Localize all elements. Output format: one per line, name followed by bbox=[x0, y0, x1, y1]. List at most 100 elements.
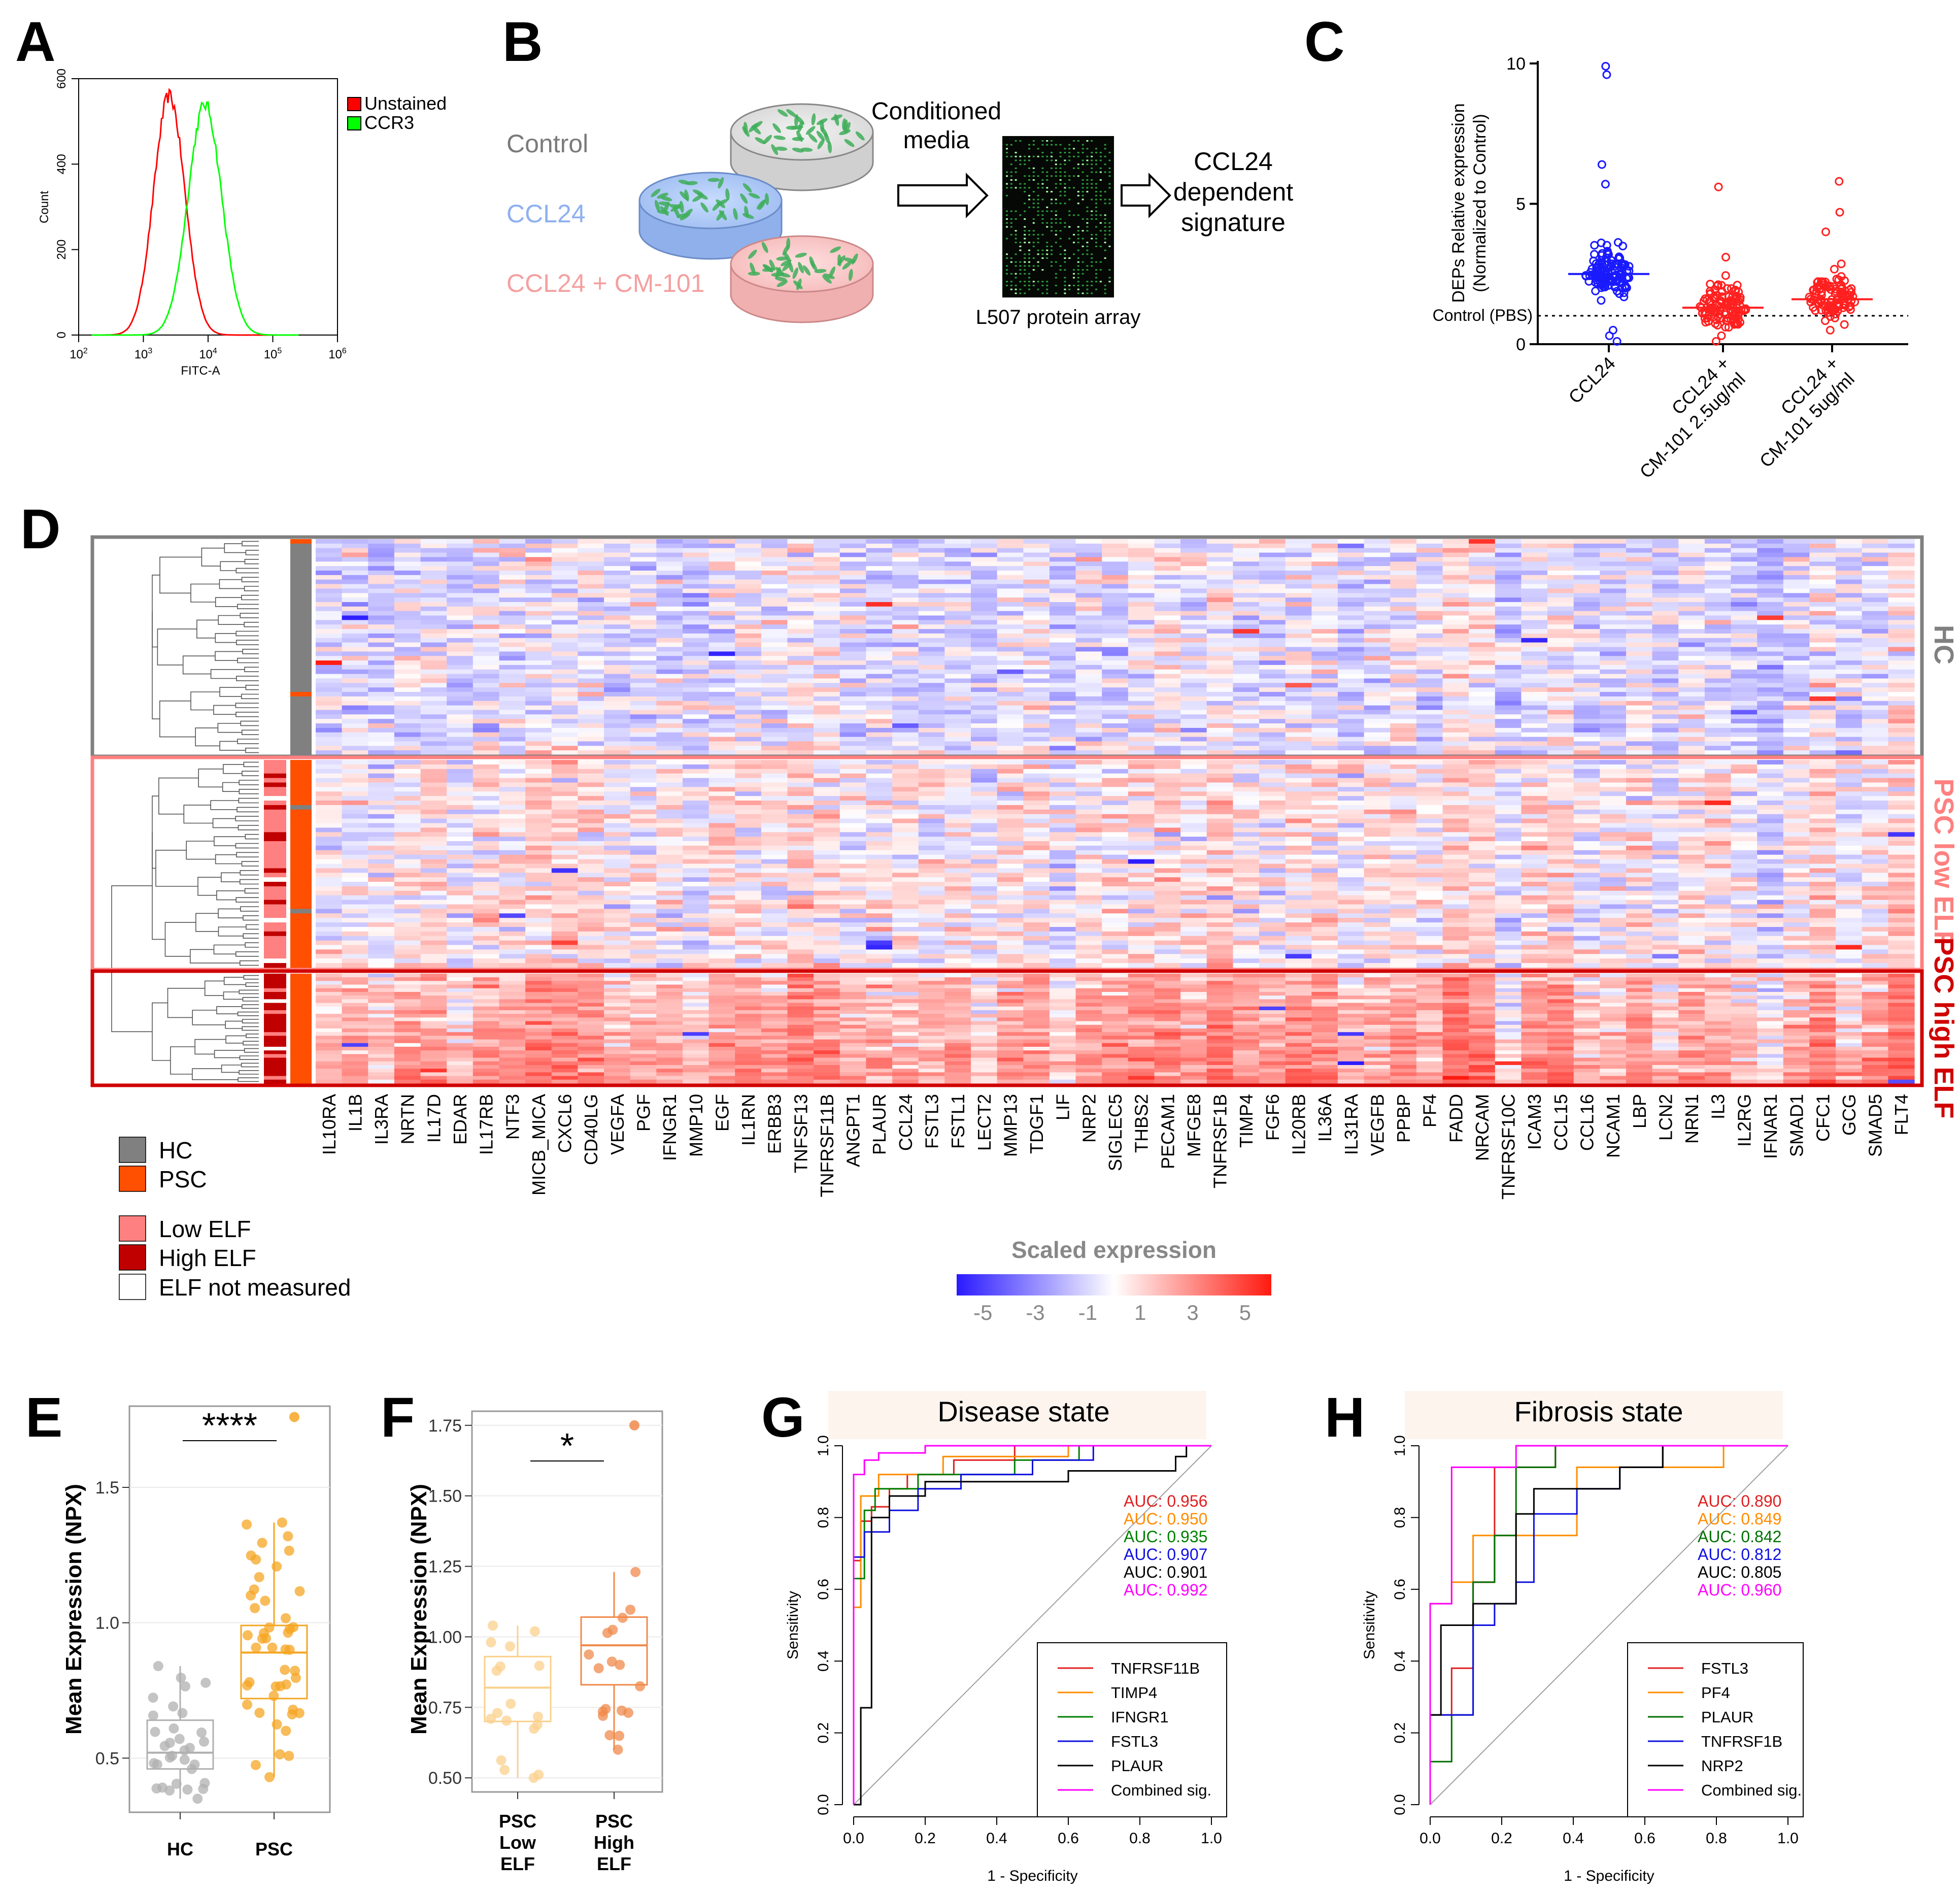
array-spot bbox=[1055, 175, 1057, 177]
heatmap-cell bbox=[420, 620, 447, 625]
heatmap-cell bbox=[1495, 669, 1522, 675]
heatmap-cell bbox=[447, 741, 474, 746]
heatmap-cell bbox=[787, 678, 814, 683]
legend-swatch-ccr3 bbox=[347, 116, 361, 130]
heatmap-cell bbox=[1337, 624, 1365, 629]
heatmap-cell bbox=[892, 787, 919, 792]
heatmap-cell bbox=[1416, 750, 1443, 755]
heatmap-cell bbox=[1678, 760, 1705, 765]
heatmap-cell bbox=[1783, 633, 1810, 639]
heatmap-cell bbox=[1704, 552, 1732, 558]
heatmap-cell bbox=[1626, 593, 1653, 598]
array-spot bbox=[1064, 226, 1066, 228]
heatmap-cell bbox=[1442, 778, 1469, 783]
heatmap-cell bbox=[551, 773, 578, 779]
dendrogram-branch bbox=[242, 997, 259, 1002]
heatmap-cell bbox=[1862, 638, 1888, 643]
panel-a-ylabel: Count bbox=[38, 191, 51, 223]
heatmap-cell bbox=[447, 539, 474, 544]
heatmap-cell bbox=[1102, 796, 1129, 801]
heatmap-cell bbox=[997, 660, 1024, 666]
heatmap-cell bbox=[1390, 769, 1417, 774]
heatmap-cell bbox=[892, 723, 919, 728]
heatmap-cell bbox=[1678, 620, 1705, 625]
heatmap-cell bbox=[1757, 723, 1784, 728]
heatmap-cell bbox=[1704, 674, 1732, 679]
disease-annotation-cell bbox=[290, 850, 312, 855]
scatter-point bbox=[1613, 238, 1623, 247]
scatter-point bbox=[1590, 241, 1599, 250]
heatmap-cell bbox=[1704, 606, 1732, 612]
heatmap-cell bbox=[1626, 683, 1653, 688]
heatmap-cell bbox=[866, 606, 893, 612]
heatmap-cell bbox=[1757, 746, 1784, 751]
array-spot bbox=[1086, 230, 1089, 232]
disease-annotation-cell bbox=[290, 890, 312, 896]
heatmap-cell bbox=[761, 701, 788, 706]
heatmap-cell bbox=[708, 737, 735, 742]
scatter-point bbox=[1713, 321, 1722, 330]
cell-shape bbox=[792, 267, 798, 279]
heatmap-cell bbox=[1888, 624, 1915, 629]
heatmap-cell bbox=[656, 801, 683, 806]
scatter-point bbox=[1601, 62, 1610, 71]
heatmap-cell bbox=[1416, 611, 1443, 616]
heatmap-cell bbox=[630, 584, 657, 589]
heatmap-cell bbox=[630, 647, 657, 652]
heatmap-cell bbox=[472, 597, 499, 603]
heatmap-cell bbox=[1311, 575, 1338, 580]
array-spot bbox=[1046, 222, 1049, 224]
heatmap-cell bbox=[578, 575, 604, 580]
cell-shape bbox=[786, 125, 798, 130]
heatmap-cell bbox=[342, 791, 368, 796]
heatmap-cell bbox=[1390, 606, 1417, 612]
heatmap-cell bbox=[1364, 674, 1391, 679]
heatmap-cell bbox=[1495, 642, 1522, 648]
heatmap-cell bbox=[866, 737, 893, 742]
heatmap-cell bbox=[1495, 696, 1522, 702]
elf-annotation-cell bbox=[264, 841, 286, 846]
heatmap-cell bbox=[1023, 664, 1050, 670]
heatmap-cell bbox=[1416, 543, 1443, 549]
heatmap-cell bbox=[1836, 773, 1863, 779]
heatmap-cell bbox=[971, 575, 998, 580]
heatmap-cell bbox=[316, 664, 343, 670]
array-spot bbox=[1046, 284, 1049, 286]
heatmap-cell bbox=[1128, 683, 1155, 688]
heatmap-cell bbox=[1862, 575, 1888, 580]
array-spot bbox=[1010, 226, 1012, 228]
heatmap-cell bbox=[971, 696, 998, 702]
array-spot bbox=[1086, 288, 1089, 290]
heatmap-cell bbox=[1364, 692, 1391, 697]
array-spot bbox=[1104, 292, 1106, 294]
disease-annotation-cell bbox=[290, 963, 312, 968]
heatmap-cell bbox=[472, 624, 499, 629]
heatmap-cell bbox=[1390, 773, 1417, 779]
dendrogram-branch bbox=[236, 676, 259, 681]
heatmap-cell bbox=[447, 588, 474, 593]
heatmap-cell bbox=[551, 548, 578, 553]
heatmap-cell bbox=[683, 801, 709, 806]
heatmap-cell bbox=[1652, 701, 1679, 706]
heatmap-cell bbox=[944, 629, 971, 634]
heatmap-cell bbox=[787, 588, 814, 593]
array-spot bbox=[1046, 242, 1049, 244]
heatmap-cell bbox=[1154, 584, 1181, 589]
heatmap-cell bbox=[944, 611, 971, 616]
elf-annotation-cell bbox=[264, 837, 286, 842]
cell-shape bbox=[814, 269, 827, 274]
array-spot bbox=[1077, 284, 1079, 286]
array-spot bbox=[1015, 288, 1017, 290]
heatmap-cell bbox=[1731, 723, 1758, 728]
elf-annotation-cell bbox=[264, 877, 286, 882]
array-spot bbox=[1051, 249, 1053, 251]
disease-annotation-cell bbox=[290, 877, 312, 882]
array-spot bbox=[1104, 218, 1106, 220]
elf-annotation-cell bbox=[264, 832, 286, 837]
scatter-point bbox=[1828, 306, 1837, 315]
heatmap-cell bbox=[735, 782, 762, 787]
elf-annotation-cell bbox=[264, 818, 286, 823]
heatmap-cell bbox=[525, 669, 552, 675]
heatmap-cell bbox=[1495, 620, 1522, 625]
heatmap-cell bbox=[839, 714, 866, 719]
